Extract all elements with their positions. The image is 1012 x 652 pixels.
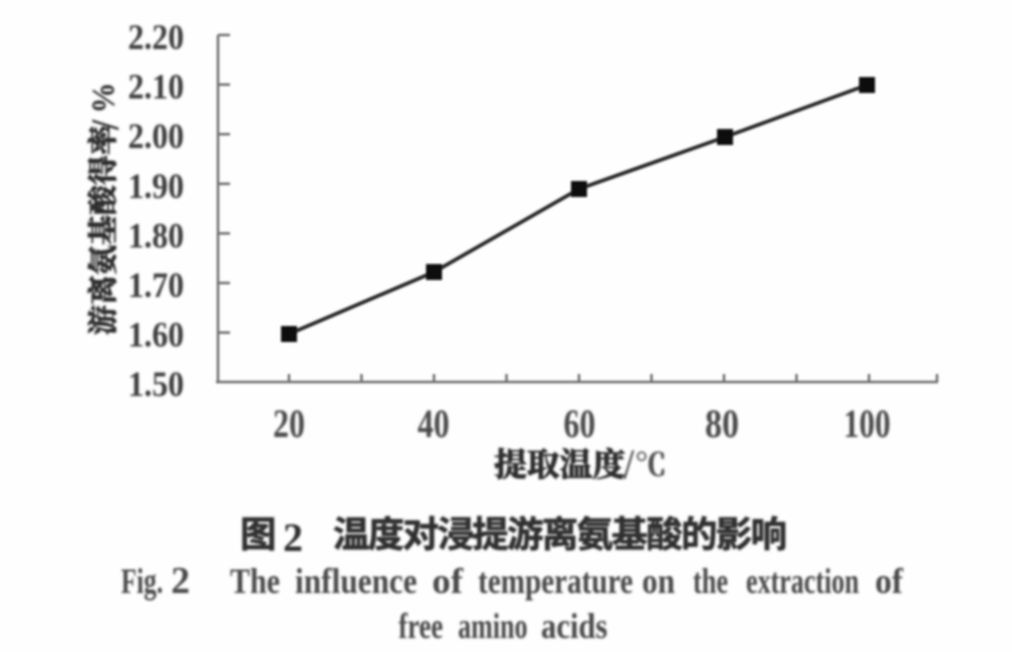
svg-text:on: on (642, 561, 675, 601)
svg-text:2: 2 (171, 560, 190, 602)
svg-text:amino: amino (458, 606, 528, 646)
svg-text:extraction: extraction (746, 561, 859, 601)
svg-text:acids: acids (541, 606, 608, 646)
svg-text:60: 60 (564, 401, 596, 446)
svg-text:100: 100 (844, 401, 891, 446)
svg-text:2.10: 2.10 (128, 67, 184, 107)
svg-text:influence: influence (295, 561, 417, 601)
svg-text:1.90: 1.90 (128, 166, 184, 206)
svg-text:80: 80 (705, 401, 739, 446)
svg-text:1.80: 1.80 (128, 215, 184, 255)
svg-text:2: 2 (283, 515, 303, 560)
svg-text:of: of (875, 561, 904, 601)
svg-text:2.00: 2.00 (128, 116, 184, 156)
svg-text:temperature: temperature (478, 561, 633, 601)
svg-text:1.70: 1.70 (128, 265, 184, 305)
svg-text:1.50: 1.50 (128, 364, 184, 404)
svg-text:the: the (693, 561, 728, 601)
svg-text:20: 20 (273, 401, 305, 446)
svg-text:2.20: 2.20 (128, 17, 184, 57)
svg-text:of: of (432, 561, 464, 601)
svg-text:40: 40 (418, 401, 450, 446)
svg-text:free: free (399, 606, 444, 646)
svg-text:The: The (230, 561, 280, 601)
svg-text:1.60: 1.60 (128, 315, 184, 355)
svg-text:Fig.: Fig. (121, 561, 163, 601)
